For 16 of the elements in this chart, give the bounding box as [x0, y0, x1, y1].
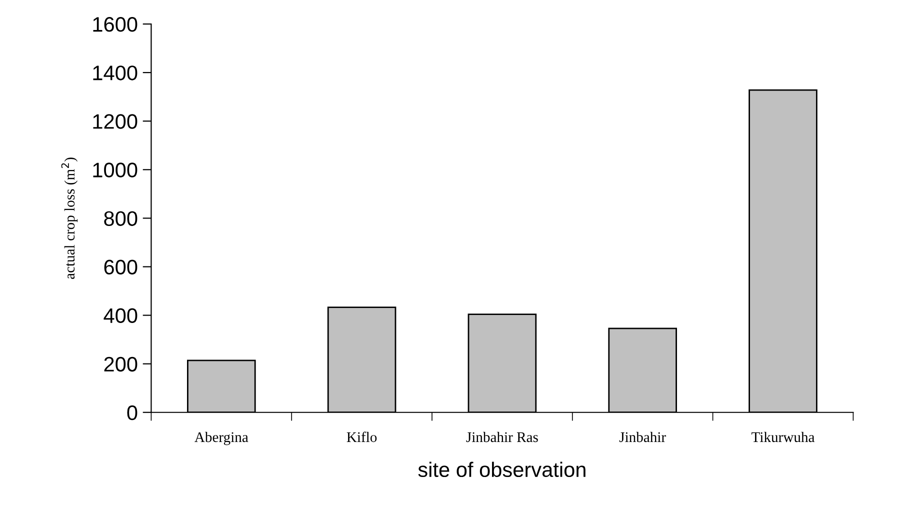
y-tick-label: 600 [104, 260, 138, 274]
x-tick-label: Tikurwuha [752, 432, 815, 442]
y-tick-label: 400 [104, 308, 138, 324]
y-tick-label: 200 [104, 356, 138, 372]
x-tick-label: Kiflo [346, 432, 377, 442]
x-tick-label: Jinbahir Ras [466, 432, 538, 442]
y-tick-label: 1000 [93, 162, 138, 178]
x-tick-label: Abergina [194, 432, 248, 446]
y-tick-label: 800 [104, 211, 138, 226]
y-axis-title: actual crop loss (m$^{2}$) [61, 158, 78, 279]
x-tick-label: Jinbahir [619, 432, 666, 442]
y-tick-label: 0 [127, 405, 138, 420]
x-axis-title: site of observation [418, 462, 586, 478]
y-tick-label: 1200 [93, 114, 138, 129]
y-tick-label: 1400 [93, 66, 138, 80]
y-tick-label: 1600 [93, 17, 138, 32]
